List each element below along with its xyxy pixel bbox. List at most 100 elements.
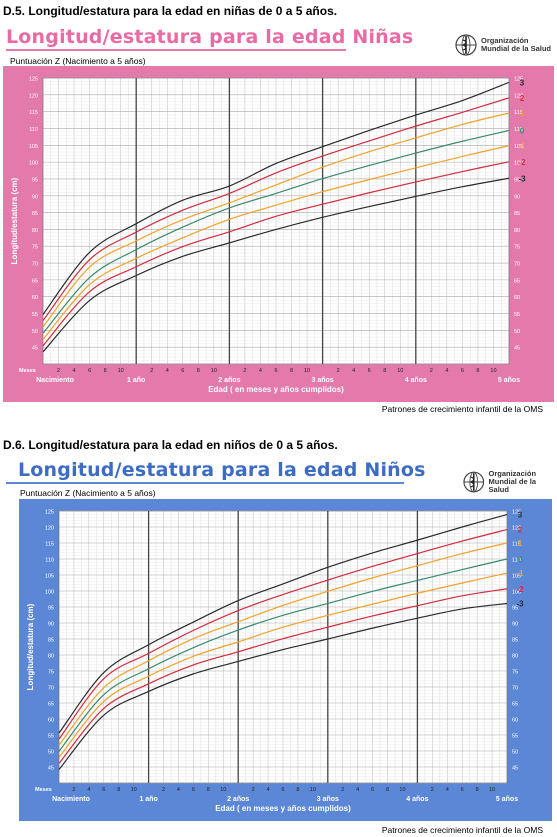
- x-month-tick-label: 4: [166, 368, 169, 374]
- series-label: 0: [518, 555, 523, 564]
- x-month-tick-label: 4: [73, 368, 76, 374]
- who-logo-girls: Organización Mundial de la Salud: [455, 34, 551, 56]
- x-year-label: 3 años: [312, 377, 334, 384]
- y-tick-label-right: 60: [514, 295, 520, 301]
- y-tick-label-left: 75: [48, 670, 54, 676]
- y-tick-label-left: 115: [45, 542, 54, 548]
- who-emblem-icon: [463, 471, 485, 493]
- y-tick-label-right: 80: [514, 228, 520, 234]
- series-line-z2: [42, 97, 510, 321]
- x-month-tick-label: 8: [476, 787, 479, 793]
- x-month-tick-label: 10: [490, 368, 496, 374]
- x-month-tick-label: 6: [274, 368, 277, 374]
- x-unit-label: Meses: [19, 368, 36, 374]
- x-month-tick-label: 4: [445, 368, 448, 374]
- x-year-label: 5 años: [498, 377, 520, 384]
- y-tick-label-left: 70: [32, 262, 38, 268]
- y-tick-label-left: 80: [32, 228, 38, 234]
- y-tick-label-right: 70: [514, 262, 520, 268]
- x-year-label: 3 años: [317, 796, 339, 803]
- x-month-tick-label: 2: [430, 368, 433, 374]
- x-month-tick-label: 8: [296, 787, 299, 793]
- y-tick-label-left: 65: [32, 278, 38, 284]
- x-month-tick-label: 6: [102, 787, 105, 793]
- y-tick-label-right: 85: [512, 638, 518, 644]
- x-month-tick-label: 6: [88, 368, 91, 374]
- who-org-line2: Mundial de la Salud: [481, 44, 552, 53]
- y-tick-label-right: 110: [514, 127, 523, 133]
- y-tick-label-right: 45: [514, 346, 520, 352]
- x-month-tick-label: 8: [386, 787, 389, 793]
- series-line-z3: [42, 81, 510, 315]
- footer-girls: Patrones de crecimiento infantil de la O…: [381, 404, 543, 414]
- y-tick-label-right: 95: [512, 606, 518, 612]
- y-tick-label-left: 90: [32, 194, 38, 200]
- x-month-tick-label: 10: [220, 787, 226, 793]
- x-month-tick-label: 2: [341, 787, 344, 793]
- y-tick-label-right: 90: [514, 194, 520, 200]
- x-month-tick-label: 6: [192, 787, 195, 793]
- y-tick-label-left: 45: [48, 766, 54, 772]
- x-year-label: 1 año: [127, 377, 145, 384]
- y-tick-label-right: 55: [512, 734, 518, 740]
- y-tick-label-right: 100: [514, 161, 523, 167]
- series-label: -1: [518, 142, 526, 151]
- x-month-tick-label: 2: [162, 787, 165, 793]
- y-tick-label-right: 95: [514, 177, 520, 183]
- y-tick-label-left: 105: [45, 574, 54, 580]
- y-tick-label-right: 100: [512, 590, 521, 596]
- section-heading-boys: D.6. Longitud/estatura para la edad en n…: [3, 438, 338, 452]
- y-tick-label-left: 120: [29, 93, 38, 99]
- x-month-tick-label: 2: [72, 787, 75, 793]
- y-tick-label-right: 50: [514, 329, 520, 335]
- subtitle-girls: Puntuación Z (Nacimiento a 5 años): [10, 56, 146, 66]
- x-year-label: 2 años: [227, 796, 249, 803]
- x-month-tick-label: 6: [461, 787, 464, 793]
- y-tick-label-left: 95: [32, 177, 38, 183]
- footer-boys: Patrones de crecimiento infantil de la O…: [381, 825, 543, 835]
- y-tick-label-left: 50: [32, 329, 38, 335]
- y-tick-label-left: 100: [29, 161, 38, 167]
- x-month-tick-label: 8: [383, 368, 386, 374]
- y-tick-label-left: 85: [32, 211, 38, 217]
- y-tick-label-left: 110: [29, 127, 38, 133]
- x-month-tick-label: 8: [476, 368, 479, 374]
- y-tick-label-right: 60: [512, 718, 518, 724]
- series-label: 3: [518, 511, 523, 520]
- series-line-z-3: [58, 602, 508, 770]
- x-month-tick-label: 10: [489, 787, 495, 793]
- series-label: -1: [516, 569, 524, 578]
- series-label: 1: [518, 539, 523, 548]
- y-tick-label-right: 75: [512, 670, 518, 676]
- x-month-tick-label: 10: [397, 368, 403, 374]
- x-month-tick-label: 4: [87, 787, 90, 793]
- y-tick-label-right: 120: [514, 93, 523, 99]
- series-line-z0: [58, 558, 508, 752]
- x-month-tick-label: 4: [356, 787, 359, 793]
- x-month-tick-label: 10: [118, 368, 124, 374]
- x-month-tick-label: 4: [446, 787, 449, 793]
- series-label: 2: [520, 94, 525, 103]
- series-label: 1: [520, 109, 525, 118]
- y-tick-label-right: 90: [512, 622, 518, 628]
- who-org-line2: Mundial de la Salud: [488, 477, 537, 494]
- series-label: 2: [518, 526, 523, 535]
- series-label: 3: [520, 78, 525, 87]
- series-line-z2: [58, 528, 508, 740]
- y-tick-label-left: 70: [48, 686, 54, 692]
- y-tick-label-left: 125: [29, 77, 38, 83]
- y-tick-label-left: 65: [48, 702, 54, 708]
- y-tick-label-left: 55: [48, 734, 54, 740]
- who-logo-boys: Organización Mundial de la Salud: [463, 470, 557, 494]
- x-month-tick-label: 10: [399, 787, 405, 793]
- y-tick-label-right: 105: [512, 574, 521, 580]
- series-line-z3: [58, 513, 508, 734]
- who-emblem-icon: [455, 34, 477, 56]
- x-month-tick-label: 2: [243, 368, 246, 374]
- y-tick-label-right: 75: [514, 245, 520, 251]
- y-tick-label-left: 60: [32, 295, 38, 301]
- y-tick-label-left: 90: [48, 622, 54, 628]
- y-tick-label-left: 85: [48, 638, 54, 644]
